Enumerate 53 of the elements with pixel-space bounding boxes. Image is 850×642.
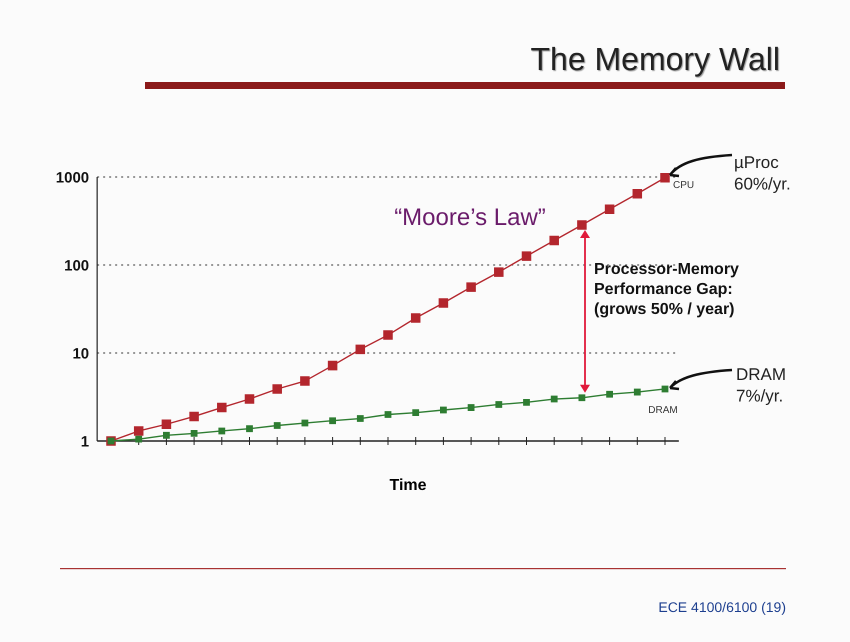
point — [577, 220, 587, 230]
point — [189, 412, 199, 422]
point — [549, 236, 559, 246]
point — [632, 189, 642, 199]
point — [438, 298, 448, 308]
point — [383, 330, 393, 340]
point — [274, 422, 281, 429]
y-tick-label: 1 — [80, 433, 90, 450]
series-label: CPU — [673, 180, 694, 191]
point — [523, 398, 530, 406]
point — [466, 282, 476, 292]
point — [522, 251, 532, 261]
text: ECE 4100/6100 (19) — [658, 599, 786, 615]
chart-title: The Memory Wall — [530, 41, 780, 77]
point — [134, 426, 144, 436]
annotation: Processor-Memory Performance Gap: (grows 50% / year) — [594, 261, 740, 318]
point — [494, 267, 504, 277]
point — [356, 344, 366, 354]
series-label: DRAM — [648, 404, 678, 416]
text: DRAM 7%/yr. — [736, 365, 786, 406]
point — [634, 388, 641, 396]
point — [550, 396, 558, 402]
point — [302, 420, 308, 426]
point — [190, 430, 198, 437]
point — [135, 436, 142, 443]
point — [163, 432, 170, 439]
point — [495, 401, 502, 408]
point — [218, 428, 226, 434]
point — [468, 404, 474, 411]
annotation: “Moore’s Law” — [394, 204, 546, 231]
point — [410, 313, 420, 323]
point — [162, 419, 172, 430]
point — [412, 409, 420, 416]
point — [578, 394, 586, 402]
y-tick-label: 10 — [72, 345, 90, 362]
text: µProc 60%/yr. — [734, 153, 791, 194]
point — [217, 402, 227, 412]
point — [328, 360, 338, 370]
y-tick-label: 100 — [64, 257, 90, 274]
point — [329, 417, 336, 424]
point — [660, 173, 670, 183]
point — [272, 384, 282, 394]
point — [244, 394, 254, 404]
point — [356, 415, 364, 422]
point — [384, 411, 392, 418]
point — [246, 425, 253, 432]
point — [440, 406, 447, 414]
point — [662, 386, 668, 392]
point — [300, 376, 310, 386]
point — [604, 204, 614, 214]
y-tick-label: 1000 — [56, 169, 90, 186]
point — [606, 390, 613, 398]
x-axis-title: Time — [389, 477, 427, 494]
